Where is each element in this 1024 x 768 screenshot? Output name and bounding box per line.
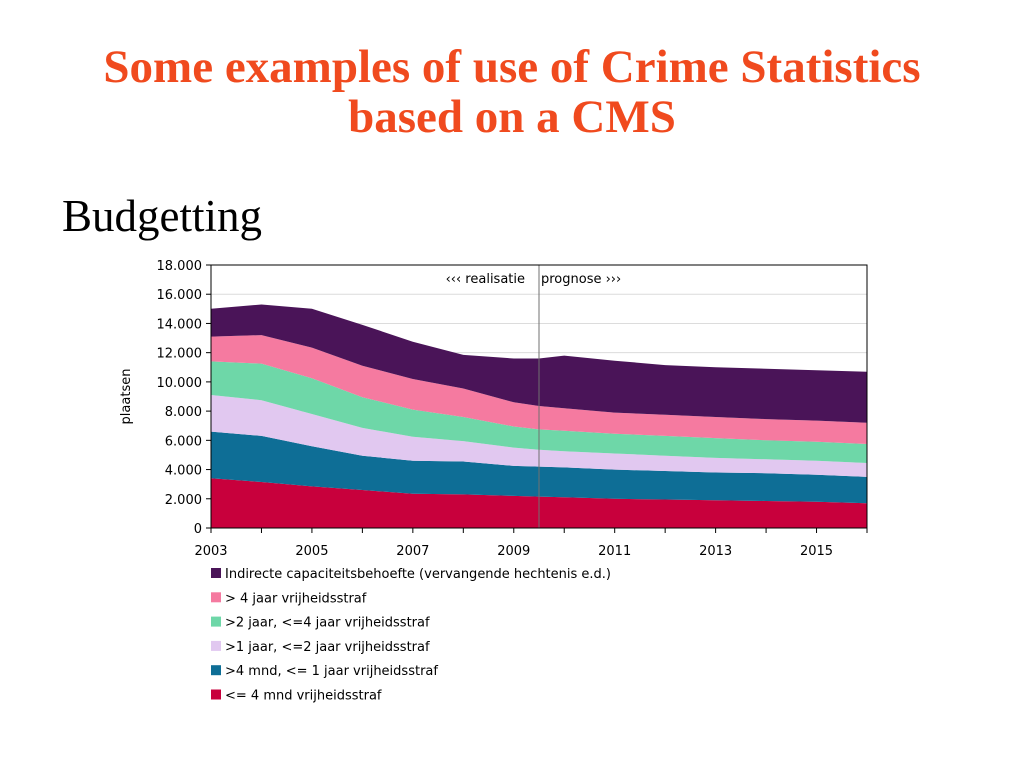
y-tick-label: 0 [194, 522, 202, 537]
y-tick-label: 4.000 [165, 464, 202, 479]
legend-swatch-0 [211, 568, 221, 578]
y-tick-label: 16.000 [157, 288, 203, 303]
legend-label-0: Indirecte capaciteitsbehoefte (vervangen… [225, 567, 611, 582]
x-tick-label: 2009 [497, 544, 530, 559]
y-tick-label: 18.000 [157, 259, 203, 274]
y-tick-label: 10.000 [157, 376, 203, 391]
x-tick-label: 2011 [598, 544, 631, 559]
y-tick-label: 6.000 [165, 434, 202, 449]
y-tick-label: 2.000 [165, 493, 202, 508]
legend-swatch-2 [211, 616, 221, 627]
legend-label-4: >4 mnd, <= 1 jaar vrijheidsstraf [225, 664, 438, 679]
slide-title-line-1: Some examples of use of Crime Statistics [103, 41, 921, 93]
x-tick-label: 2007 [396, 544, 429, 559]
legend-label-5: <= 4 mnd vrijheidsstraf [225, 689, 382, 704]
legend-label-1: > 4 jaar vrijheidsstraf [225, 591, 367, 606]
y-tick-label: 14.000 [157, 317, 203, 332]
legend-label-2: >2 jaar, <=4 jaar vrijheidsstraf [225, 616, 430, 631]
area-series-3 [211, 361, 867, 463]
slide-title: Some examples of use of Crime Statistics… [0, 42, 1024, 142]
y-tick-label: 12.000 [157, 347, 203, 362]
area-series-4 [211, 335, 867, 444]
slide-title-line-2: based on a CMS [348, 91, 676, 143]
area-series-2 [211, 395, 867, 477]
section-heading: Budgetting [62, 191, 262, 241]
legend-swatch-5 [211, 689, 221, 700]
x-tick-label: 2005 [295, 544, 328, 559]
x-tick-label: 2013 [699, 544, 732, 559]
y-axis-label: plaatsen [119, 369, 134, 425]
x-tick-label: 2003 [194, 544, 227, 559]
y-tick-label: 8.000 [165, 405, 202, 420]
legend-swatch-4 [211, 665, 221, 676]
x-tick-label: 2015 [800, 544, 833, 559]
plot-border [210, 264, 868, 529]
legend-swatch-3 [211, 640, 221, 651]
annotation-prognose: prognose ››› [541, 272, 621, 287]
legend-swatch-1 [211, 592, 221, 603]
legend-label-3: >1 jaar, <=2 jaar vrijheidsstraf [225, 640, 430, 655]
annotation-realisatie: ‹‹‹ realisatie [446, 272, 525, 287]
